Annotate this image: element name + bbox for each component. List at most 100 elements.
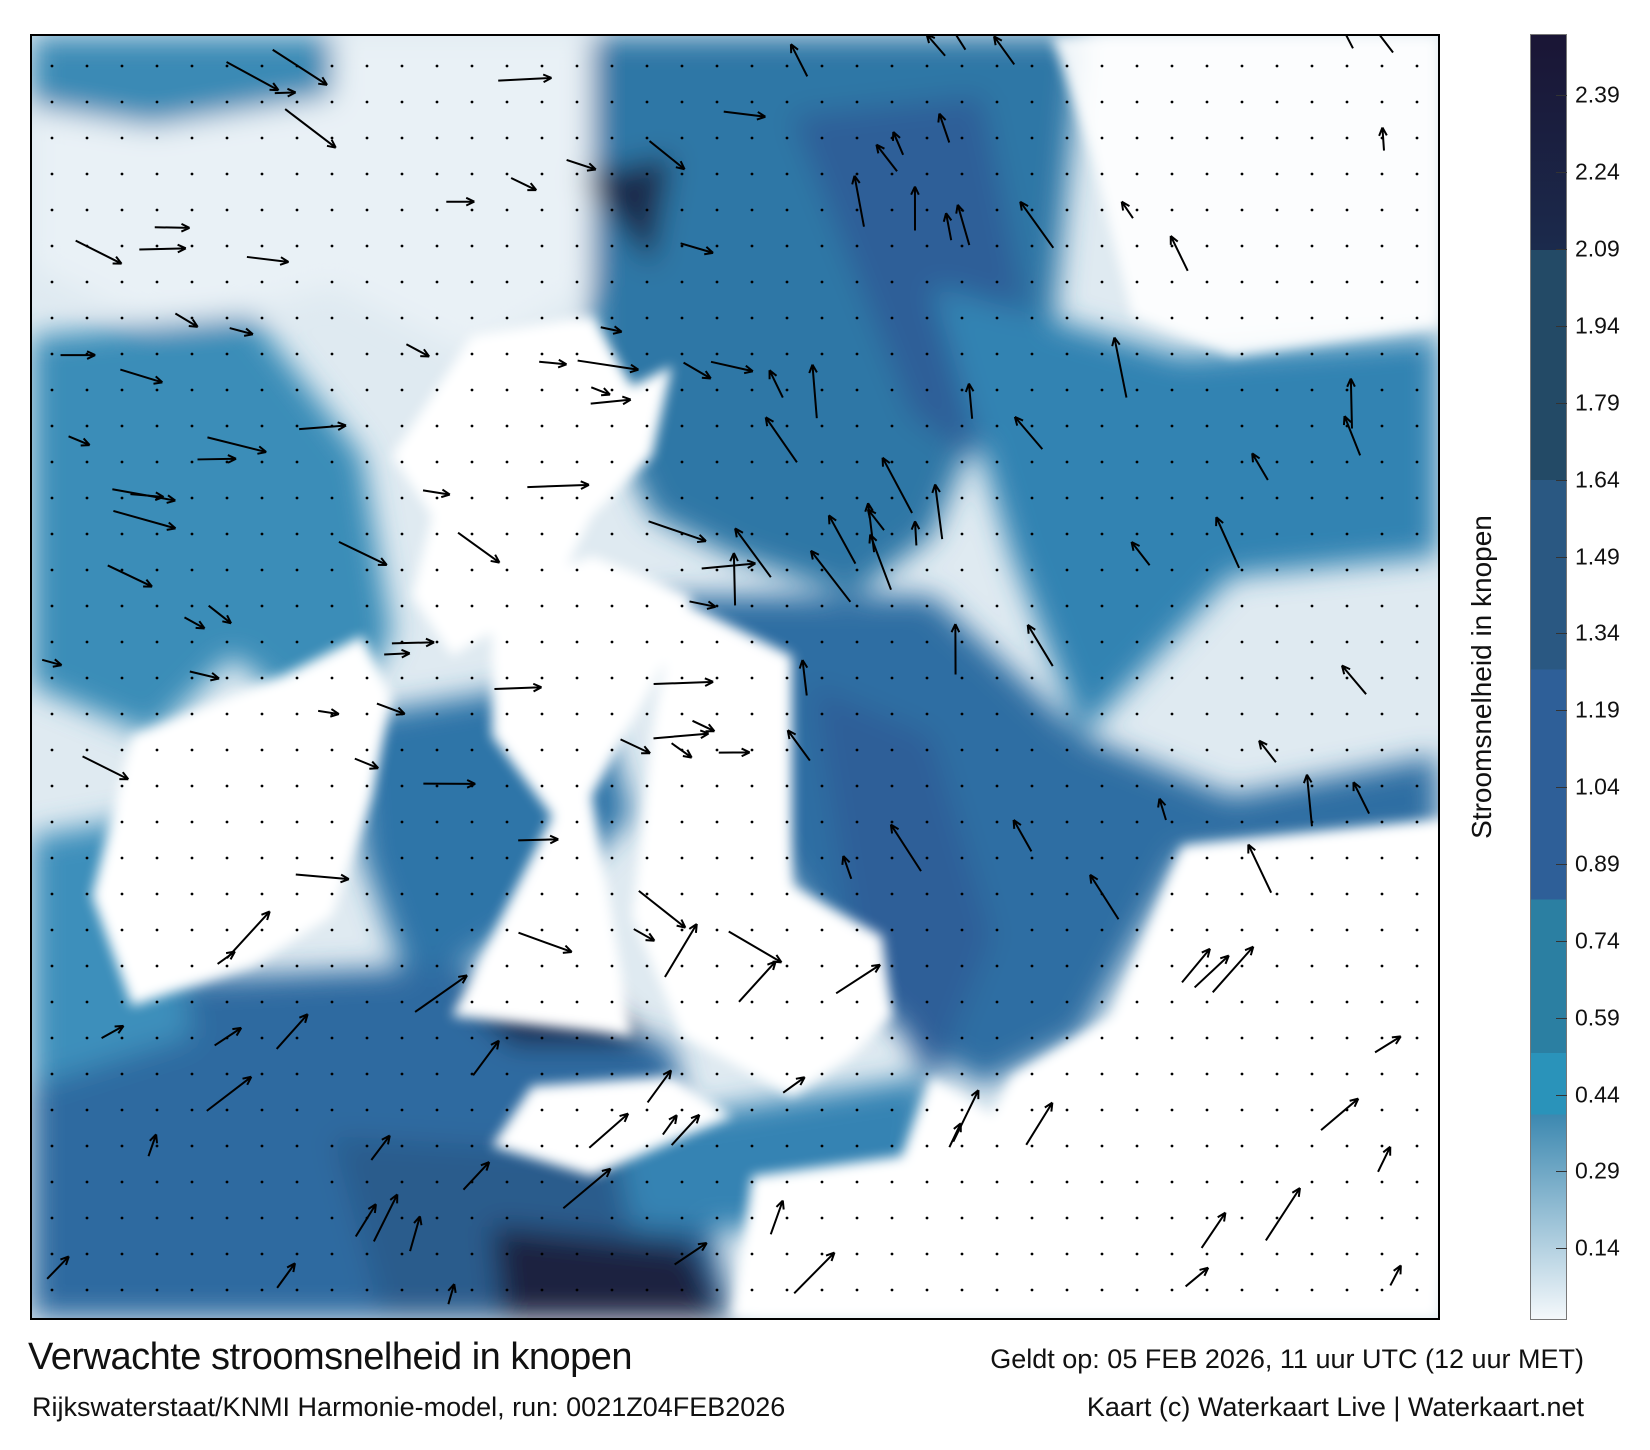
colorbar: [1530, 34, 1567, 1320]
grid-dot: [365, 496, 369, 500]
grid-dot: [1345, 280, 1349, 284]
grid-dot: [995, 964, 999, 968]
grid-dot: [1065, 1288, 1069, 1292]
grid-dot: [890, 604, 894, 608]
grid-dot: [1065, 352, 1069, 356]
grid-dot: [1240, 712, 1244, 716]
grid-dot: [1170, 388, 1174, 392]
grid-dot: [85, 208, 89, 212]
colorbar-tickmark: [1556, 402, 1567, 404]
grid-dot: [1205, 676, 1209, 680]
grid-dot: [120, 1072, 124, 1076]
current-arrow: [446, 196, 475, 207]
grid-dot: [1205, 1036, 1209, 1040]
grid-dot: [1310, 1144, 1314, 1148]
grid-dot: [750, 280, 754, 284]
grid-dot: [470, 964, 474, 968]
current-arrow: [208, 604, 232, 625]
grid-dot: [400, 820, 404, 824]
grid-dot: [610, 1180, 614, 1184]
grid-dot: [1100, 640, 1104, 644]
grid-dot: [50, 136, 54, 140]
grid-dot: [610, 1216, 614, 1220]
grid-dot: [680, 1000, 684, 1004]
grid-dot: [715, 856, 719, 860]
grid-dot: [750, 424, 754, 428]
colorbar-tick-label: 0.44: [1575, 1081, 1620, 1108]
grid-dot: [1310, 1036, 1314, 1040]
grid-dot: [1135, 640, 1139, 644]
grid-dot: [995, 388, 999, 392]
grid-dot: [155, 892, 159, 896]
grid-dot: [1240, 856, 1244, 860]
grid-dot: [225, 1000, 229, 1004]
grid-dot: [540, 748, 544, 752]
grid-dot: [190, 964, 194, 968]
grid-dot: [225, 856, 229, 860]
grid-dot: [645, 64, 649, 68]
grid-dot: [1065, 856, 1069, 860]
grid-dot: [1205, 64, 1209, 68]
current-speed-map[interactable]: [30, 34, 1440, 1320]
grid-dot: [750, 496, 754, 500]
grid-dot: [435, 280, 439, 284]
grid-dot: [890, 784, 894, 788]
grid-dot: [1170, 208, 1174, 212]
grid-dot: [260, 208, 264, 212]
grid-dot: [820, 892, 824, 896]
grid-dot: [1205, 388, 1209, 392]
map-title: Verwachte stroomsnelheid in knopen: [28, 1336, 633, 1378]
grid-dot: [890, 460, 894, 464]
grid-dot: [1240, 1072, 1244, 1076]
grid-dot: [1380, 1288, 1384, 1292]
grid-dot: [610, 568, 614, 572]
grid-dot: [120, 820, 124, 824]
grid-dot: [1135, 1072, 1139, 1076]
grid-dot: [225, 928, 229, 932]
grid-dot: [1205, 928, 1209, 932]
grid-dot: [855, 748, 859, 752]
grid-dot: [260, 820, 264, 824]
grid-dot: [50, 1072, 54, 1076]
grid-dot: [50, 316, 54, 320]
grid-dot: [575, 208, 579, 212]
grid-dot: [260, 1036, 264, 1040]
grid-dot: [1030, 388, 1034, 392]
grid-dot: [295, 1252, 299, 1256]
grid-dot: [1415, 460, 1419, 464]
grid-dot: [330, 316, 334, 320]
grid-dot: [225, 784, 229, 788]
grid-dot: [890, 1108, 894, 1112]
grid-dot: [540, 496, 544, 500]
grid-dot: [995, 280, 999, 284]
grid-dot: [505, 1108, 509, 1112]
grid-dot: [155, 64, 159, 68]
grid-dot: [365, 316, 369, 320]
grid-dot: [820, 856, 824, 860]
current-arrow: [272, 48, 328, 86]
grid-dot: [960, 136, 964, 140]
grid-dot: [785, 748, 789, 752]
grid-dot: [50, 712, 54, 716]
grid-dot: [1100, 352, 1104, 356]
grid-dot: [1380, 496, 1384, 500]
grid-dot: [505, 64, 509, 68]
grid-dot: [470, 1108, 474, 1112]
grid-dot: [1205, 100, 1209, 104]
grid-dot: [505, 748, 509, 752]
current-arrow: [910, 520, 921, 546]
grid-dot: [400, 388, 404, 392]
current-arrow: [1352, 781, 1370, 815]
grid-dot: [575, 1144, 579, 1148]
grid-dot: [855, 892, 859, 896]
grid-dot: [715, 748, 719, 752]
grid-dot: [365, 1144, 369, 1148]
grid-dot: [120, 1252, 124, 1256]
grid-dot: [1380, 424, 1384, 428]
grid-dot: [925, 856, 929, 860]
grid-dot: [785, 64, 789, 68]
grid-dot: [820, 748, 824, 752]
grid-dot: [225, 352, 229, 356]
grid-dot: [785, 712, 789, 716]
grid-dot: [785, 136, 789, 140]
